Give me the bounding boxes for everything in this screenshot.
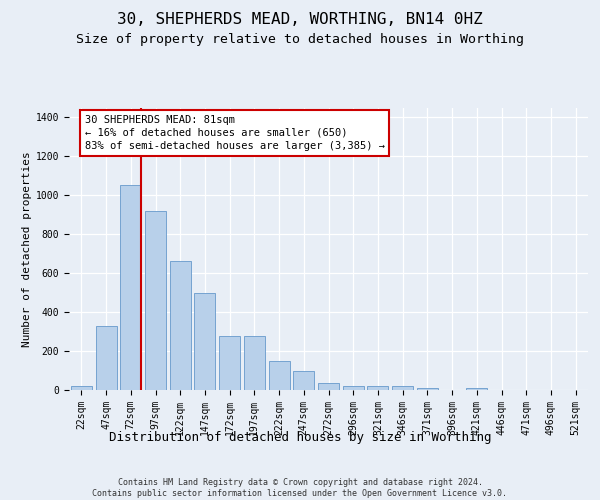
Bar: [120, 186, 141, 390]
Text: 30, SHEPHERDS MEAD, WORTHING, BN14 0HZ: 30, SHEPHERDS MEAD, WORTHING, BN14 0HZ: [117, 12, 483, 28]
Bar: [244, 336, 265, 390]
Bar: [343, 386, 364, 390]
Text: Size of property relative to detached houses in Worthing: Size of property relative to detached ho…: [76, 32, 524, 46]
Bar: [269, 361, 290, 390]
Bar: [219, 336, 240, 390]
Bar: [95, 326, 116, 390]
Y-axis label: Number of detached properties: Number of detached properties: [22, 151, 32, 346]
Bar: [466, 388, 487, 390]
Bar: [194, 292, 215, 390]
Bar: [170, 262, 191, 390]
Bar: [417, 388, 438, 390]
Bar: [318, 383, 339, 390]
Bar: [392, 386, 413, 390]
Text: Distribution of detached houses by size in Worthing: Distribution of detached houses by size …: [109, 431, 491, 444]
Text: Contains HM Land Registry data © Crown copyright and database right 2024.
Contai: Contains HM Land Registry data © Crown c…: [92, 478, 508, 498]
Bar: [293, 370, 314, 390]
Bar: [367, 386, 388, 390]
Bar: [145, 211, 166, 390]
Bar: [71, 386, 92, 390]
Text: 30 SHEPHERDS MEAD: 81sqm
← 16% of detached houses are smaller (650)
83% of semi-: 30 SHEPHERDS MEAD: 81sqm ← 16% of detach…: [85, 114, 385, 151]
